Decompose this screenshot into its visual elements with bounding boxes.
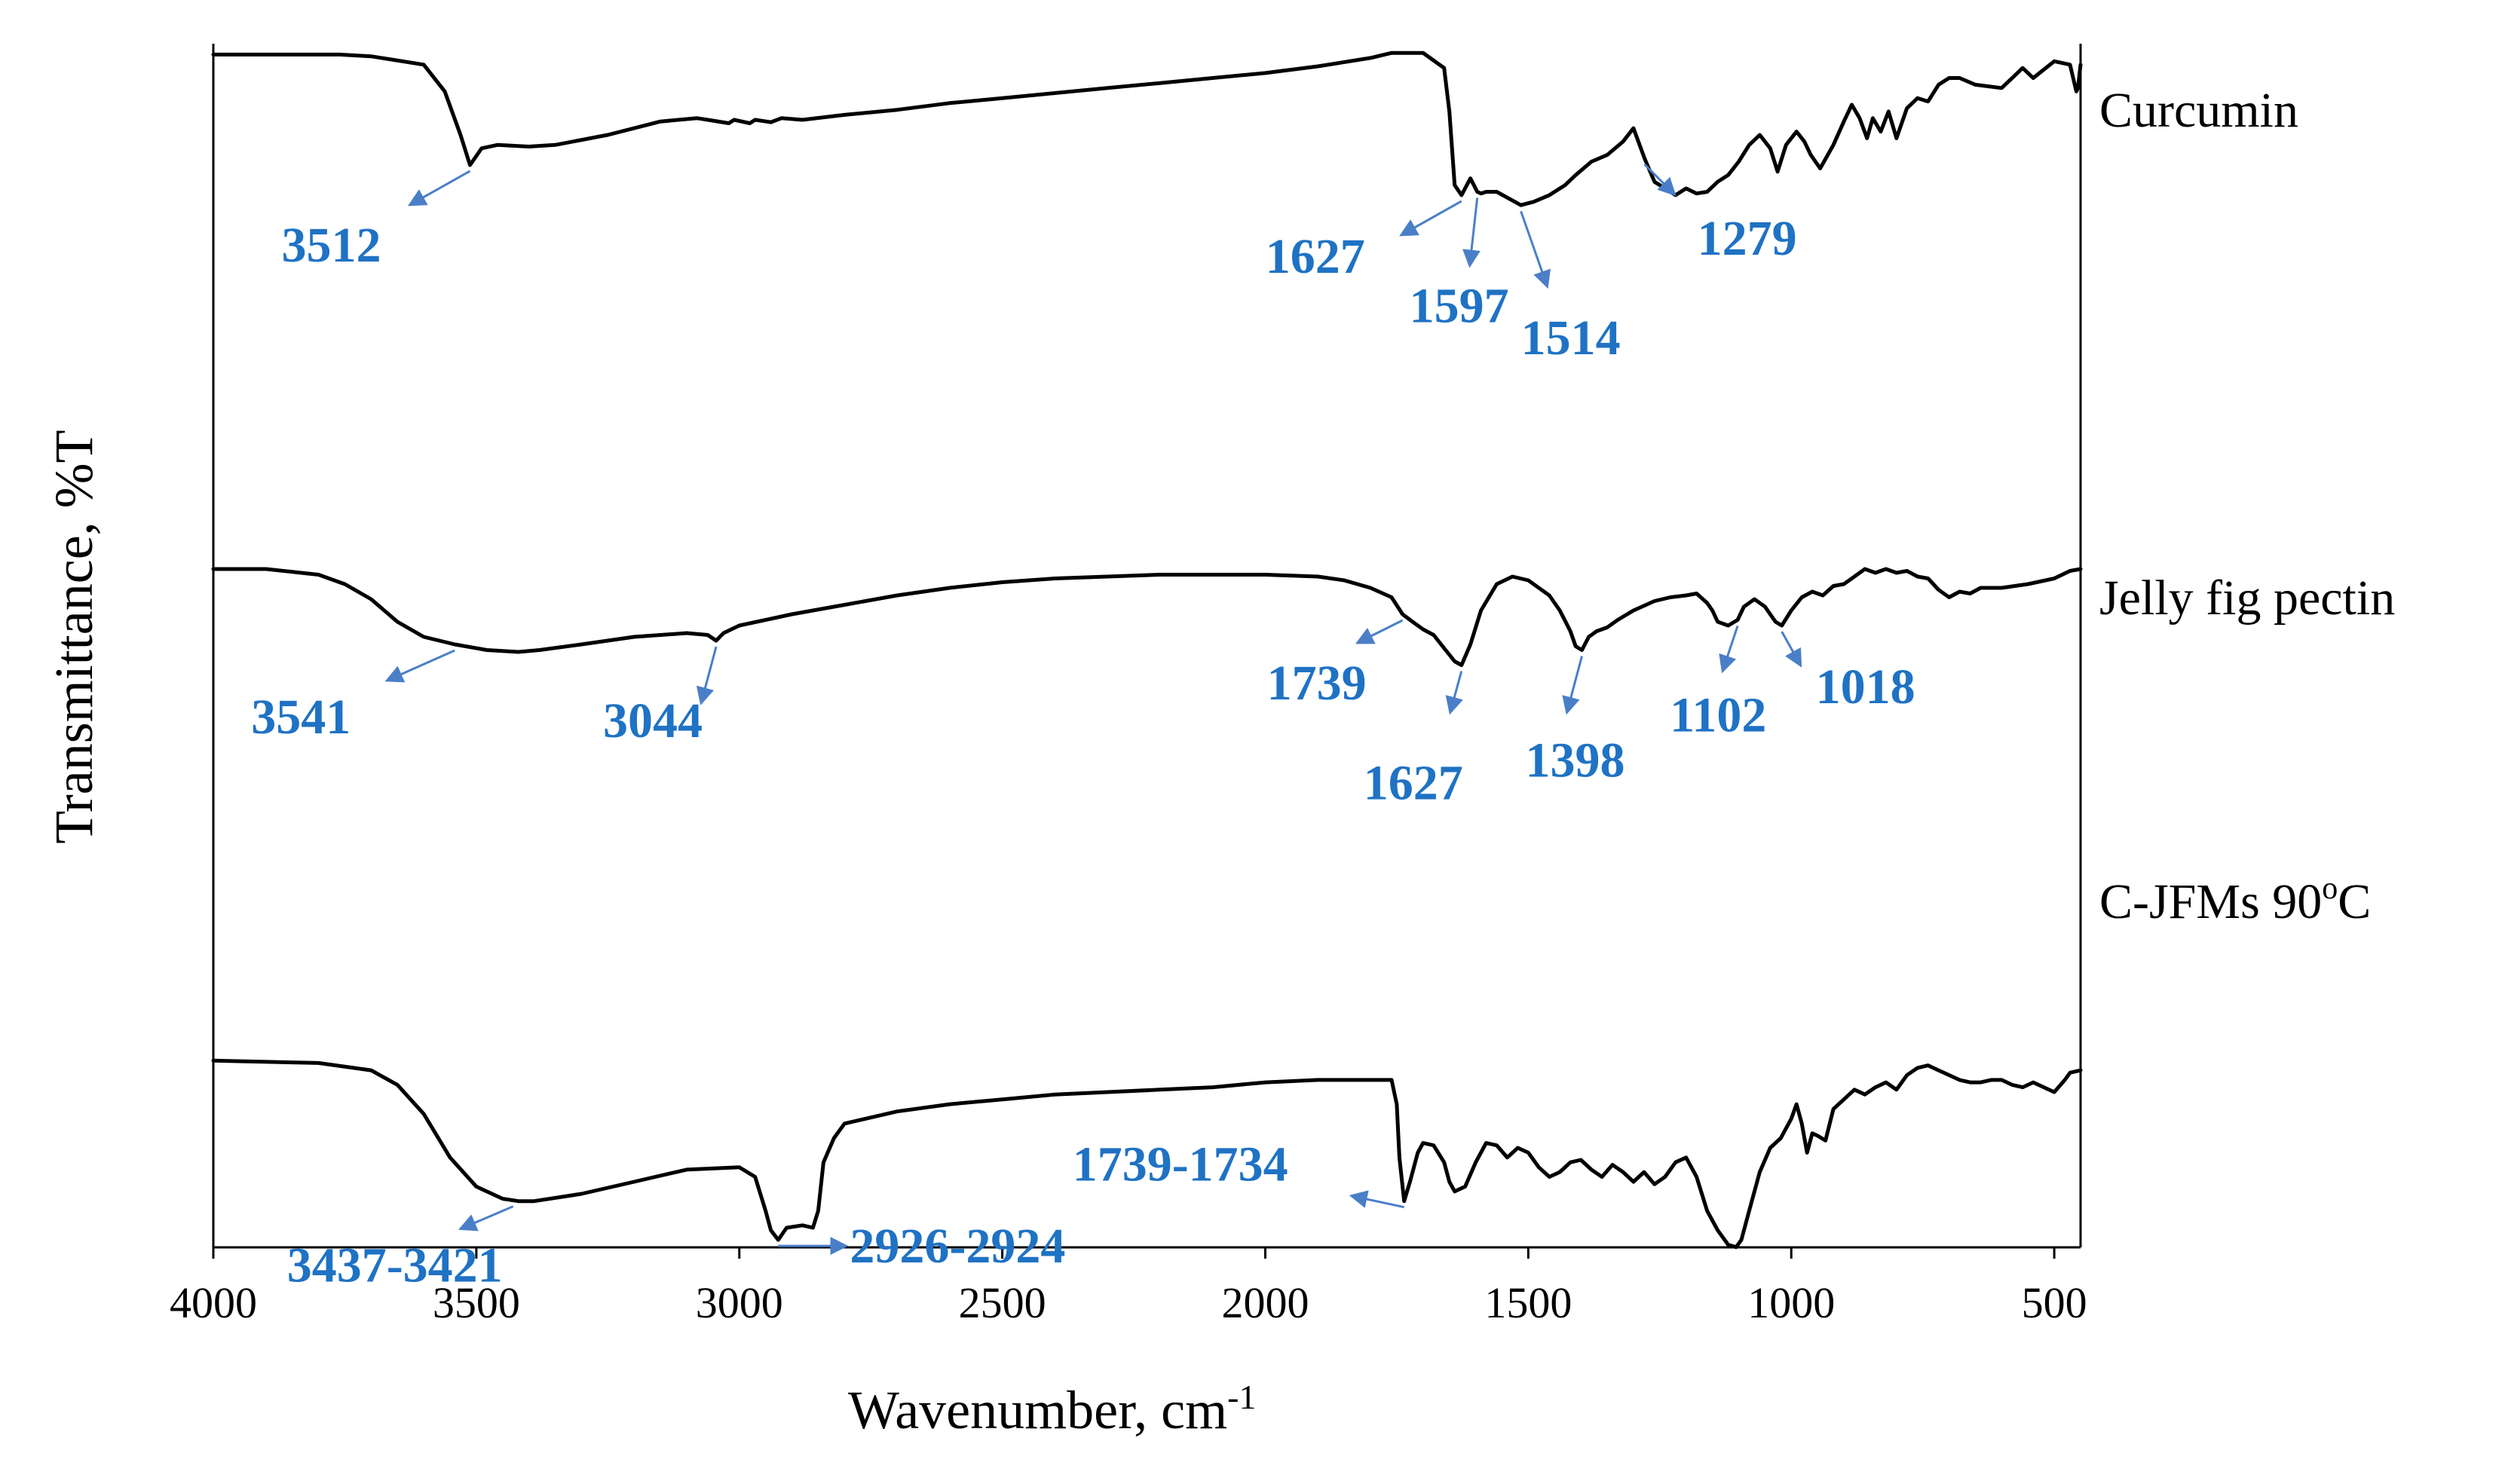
series-labels: Curcumin Jelly fig pectin C-JFMs 90oC (2099, 83, 2395, 929)
peak-label: 1102 (1670, 688, 1766, 743)
peak-arrow (1349, 1190, 1405, 1209)
peak-label: 3541 (251, 690, 351, 745)
peak-arrow (407, 170, 471, 207)
peak-label: 1739-1734 (1073, 1137, 1288, 1192)
x-tick-label: 2500 (959, 1278, 1046, 1327)
x-tick-label: 4000 (170, 1278, 257, 1327)
x-tick-label: 1500 (1484, 1278, 1572, 1327)
peak-arrow (1719, 626, 1739, 674)
x-ticks: 4000 3500 3000 2500 2000 1500 1000 500 (170, 1247, 2087, 1327)
x-tick-label: 3500 (433, 1278, 520, 1327)
peak-label: 1597 (1410, 278, 1509, 333)
series-label: Curcumin (2099, 83, 2298, 138)
series-line-3 (211, 1058, 2083, 1250)
x-axis-title: Wavenumber, cm-1 (848, 1378, 1256, 1440)
peak-arrow (384, 649, 455, 683)
peak-label: 3044 (603, 693, 703, 748)
y-axis-title: Transmittance, %T (44, 430, 104, 843)
peak-arrow (1643, 164, 1677, 197)
x-tick-label: 3000 (696, 1278, 783, 1327)
series-label: Jelly fig pectin (2099, 571, 2395, 626)
peak-label: 1739 (1267, 656, 1367, 711)
axes (212, 44, 2082, 1249)
peak-arrow (696, 646, 718, 705)
peak-label: 1398 (1526, 733, 1625, 788)
peak-label: 2926-2924 (850, 1219, 1065, 1274)
peak-label: 3512 (282, 218, 381, 273)
series-line-2 (211, 567, 2083, 667)
series-label: C-JFMs 90oC (2099, 871, 2371, 929)
peak-label: 1018 (1816, 659, 1915, 714)
peak-arrow (1462, 197, 1481, 268)
peak-arrow (1355, 619, 1404, 644)
peak-label: 1279 (1698, 211, 1797, 266)
x-tick-label: 500 (2022, 1278, 2087, 1327)
peak-arrow (1445, 671, 1463, 715)
peak-arrow (1520, 210, 1551, 289)
series-lines (211, 50, 2083, 1250)
peak-arrow (1562, 656, 1583, 715)
peak-label: 1627 (1266, 229, 1365, 284)
peak-arrow (1781, 631, 1802, 668)
peak-label: 3437-3421 (287, 1238, 503, 1293)
peak-label: 1514 (1521, 311, 1621, 366)
peak-arrow (1399, 200, 1462, 237)
peak-label: 1627 (1364, 756, 1463, 811)
x-tick-label: 1000 (1747, 1278, 1835, 1327)
peak-arrow (458, 1205, 514, 1232)
x-tick-label: 2000 (1221, 1278, 1309, 1327)
series-line-1 (211, 50, 2083, 207)
